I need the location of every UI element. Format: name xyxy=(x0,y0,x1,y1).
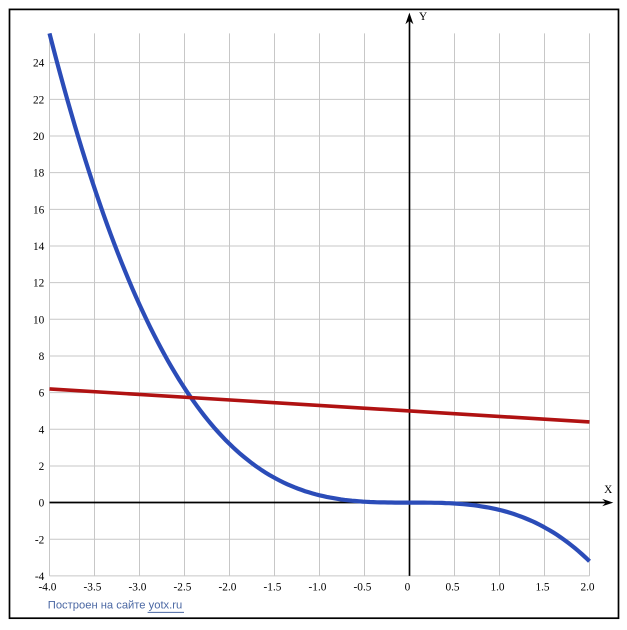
svg-text:X: X xyxy=(604,484,612,496)
svg-text:18: 18 xyxy=(33,168,45,180)
svg-text:0: 0 xyxy=(39,498,45,510)
svg-text:-1.5: -1.5 xyxy=(264,581,282,593)
svg-text:14: 14 xyxy=(33,241,45,253)
svg-text:-3.5: -3.5 xyxy=(84,581,102,593)
svg-text:1.0: 1.0 xyxy=(490,581,504,593)
svg-text:20: 20 xyxy=(33,131,45,143)
svg-text:-1.0: -1.0 xyxy=(309,581,327,593)
svg-text:24: 24 xyxy=(33,58,45,70)
svg-text:12: 12 xyxy=(33,278,45,290)
svg-text:6: 6 xyxy=(39,388,45,400)
svg-text:16: 16 xyxy=(33,204,45,216)
svg-text:-0.5: -0.5 xyxy=(354,581,372,593)
svg-text:-2: -2 xyxy=(35,534,45,546)
svg-text:4: 4 xyxy=(39,424,45,436)
svg-text:22: 22 xyxy=(33,94,45,106)
svg-text:2: 2 xyxy=(39,461,45,473)
svg-text:0.5: 0.5 xyxy=(445,581,459,593)
svg-text:2.0: 2.0 xyxy=(580,581,594,593)
svg-text:Построен на сайте yotx.ru: Построен на сайте yotx.ru xyxy=(48,600,182,612)
svg-text:10: 10 xyxy=(33,314,45,326)
svg-text:-2.5: -2.5 xyxy=(174,581,192,593)
svg-text:-4: -4 xyxy=(35,571,45,583)
svg-text:Y: Y xyxy=(419,11,427,23)
svg-text:1.5: 1.5 xyxy=(535,581,549,593)
svg-text:-3.0: -3.0 xyxy=(129,581,147,593)
svg-text:0: 0 xyxy=(405,581,411,593)
svg-text:-4.0: -4.0 xyxy=(39,581,57,593)
svg-text:-2.0: -2.0 xyxy=(219,581,237,593)
svg-text:8: 8 xyxy=(39,351,45,363)
